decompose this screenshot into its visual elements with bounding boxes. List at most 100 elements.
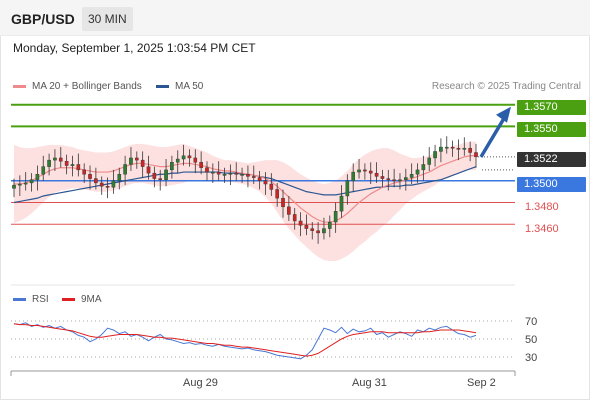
level-label-1.3460: 1.3460 — [525, 223, 559, 235]
candle-body — [450, 146, 455, 149]
legend-ma50: MA 50 — [156, 81, 203, 92]
candle-body — [275, 189, 279, 199]
credit-text: Research © 2025 Trading Central — [431, 81, 581, 92]
candle-body — [468, 147, 472, 153]
candle-body — [240, 174, 244, 176]
candle-body — [345, 180, 350, 197]
candle-body — [35, 174, 40, 180]
candle-body — [333, 210, 338, 223]
candle-body — [409, 174, 414, 178]
candle-body — [234, 172, 239, 175]
candle-body — [123, 164, 127, 175]
candle-body — [105, 185, 110, 188]
xtick-aug31: Aug 31 — [352, 377, 387, 389]
candle-body — [58, 157, 63, 162]
moving-averages — [13, 155, 477, 223]
candle-body — [211, 171, 215, 174]
time-axis — [10, 370, 516, 376]
ma20-line — [14, 155, 476, 223]
rsi-tick-50: 50 — [525, 334, 538, 346]
candle-body — [181, 155, 186, 160]
candle-body — [152, 172, 157, 179]
candle-body — [23, 182, 28, 185]
candle-body — [462, 147, 467, 150]
level-tag-1.3550: 1.3550 — [517, 122, 586, 137]
candle-body — [427, 157, 432, 165]
candle-body — [281, 197, 285, 208]
legend-ma20-label: MA 20 + Bollinger Bands — [32, 81, 142, 92]
level-tag-1.3500: 1.3500 — [517, 177, 586, 192]
candle-body — [269, 183, 274, 190]
candle-body — [47, 159, 51, 167]
candle-body — [228, 172, 233, 175]
rsi-ma9-line — [13, 323, 477, 357]
candle-body — [99, 182, 104, 187]
level-tag-last: 1.3522 — [517, 152, 586, 167]
candle-body — [415, 169, 420, 175]
candle-body — [304, 225, 309, 229]
candle-body — [316, 230, 320, 234]
candle-body — [322, 228, 326, 234]
candle-body — [433, 151, 437, 159]
candle-body — [327, 221, 332, 229]
legend-rsi-swatch — [13, 298, 26, 301]
candle-body — [246, 174, 250, 177]
candle-body — [76, 164, 81, 171]
candle-body — [298, 220, 303, 226]
candle-body — [175, 158, 180, 163]
candle-body — [257, 177, 262, 181]
candle-body — [82, 169, 86, 175]
candle-body — [380, 176, 385, 179]
candle-body — [18, 183, 22, 186]
projection-arrow-head — [496, 106, 511, 123]
rsi-line — [13, 322, 477, 360]
rsi-tick-70: 70 — [525, 316, 538, 328]
candle-body — [94, 178, 98, 184]
candle-body — [88, 174, 92, 179]
candle-body — [444, 146, 449, 149]
xtick-sep2: Sep 2 — [467, 377, 496, 389]
projection-arrow — [479, 106, 511, 158]
candle-body — [146, 166, 151, 174]
legend-ma50-swatch — [156, 85, 169, 88]
candle-body — [117, 174, 122, 181]
candle-body — [158, 178, 163, 180]
candle-body — [374, 172, 379, 177]
xtick-aug29: Aug 29 — [183, 377, 218, 389]
candle-body — [53, 157, 57, 161]
candle-body — [170, 162, 174, 171]
timeframe-button[interactable]: 30 MIN — [82, 7, 133, 31]
candle-body — [363, 169, 367, 172]
legend-rsi-label: RSI — [32, 294, 49, 305]
projection-arrow-shaft — [479, 115, 507, 158]
symbol-title: GBP/USD — [11, 11, 75, 27]
candle-body — [199, 162, 203, 168]
legend-9ma-swatch — [62, 298, 75, 301]
candle-body — [129, 157, 133, 165]
candle-body — [474, 152, 478, 158]
candle-body — [287, 206, 291, 215]
candle-body — [70, 164, 75, 166]
legend-ma50-label: MA 50 — [175, 81, 204, 92]
candle-body — [41, 166, 46, 175]
candle-body — [456, 147, 461, 150]
bollinger-band-fill — [14, 141, 476, 262]
candle-body — [368, 170, 373, 174]
candle-body — [421, 164, 426, 171]
candle-body — [310, 228, 315, 231]
candle-body — [135, 157, 139, 161]
candle-body — [187, 155, 192, 159]
candle-body — [29, 179, 34, 184]
candle-body — [193, 157, 198, 163]
candles — [12, 136, 478, 244]
chart-header: GBP/USD 30 MIN — [0, 0, 590, 36]
candle-body — [12, 184, 16, 189]
candle-body — [205, 167, 209, 173]
legend-ma20: MA 20 + Bollinger Bands — [13, 81, 142, 92]
legend-9ma-label: 9MA — [81, 294, 102, 305]
candle-body — [140, 159, 145, 167]
legend-9ma: 9MA — [62, 294, 102, 305]
candle-body — [398, 179, 402, 182]
rsi-panel — [11, 284, 515, 360]
